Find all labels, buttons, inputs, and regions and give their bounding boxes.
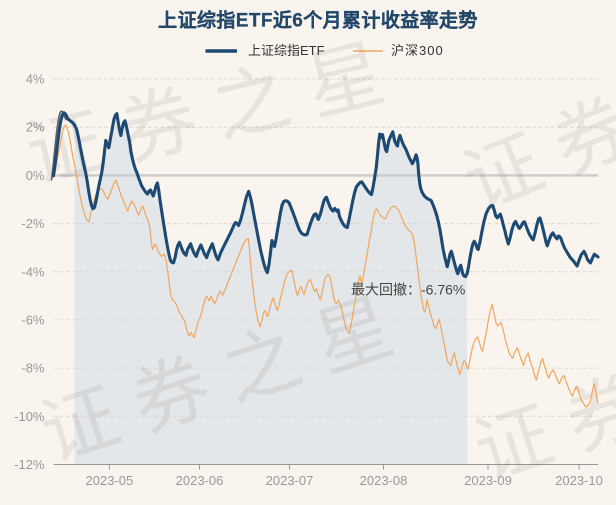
svg-text:2023-05: 2023-05 [86, 473, 134, 488]
svg-text:0%: 0% [26, 168, 45, 183]
svg-text:-12%: -12% [14, 457, 45, 472]
svg-text:最大回撤：-6.76%: 最大回撤：-6.76% [351, 282, 465, 298]
svg-text:2023-06: 2023-06 [176, 473, 224, 488]
svg-text:上证综指ETF: 上证综指ETF [248, 43, 325, 58]
svg-text:2023-08: 2023-08 [360, 473, 408, 488]
svg-text:2%: 2% [26, 120, 45, 135]
svg-text:2023-10: 2023-10 [555, 473, 603, 488]
svg-text:-2%: -2% [21, 216, 45, 231]
svg-text:上证综指ETF近6个月累计收益率走势: 上证综指ETF近6个月累计收益率走势 [158, 9, 478, 32]
svg-text:-4%: -4% [21, 264, 45, 279]
svg-text:-6%: -6% [21, 312, 45, 327]
svg-text:2023-09: 2023-09 [464, 473, 512, 488]
svg-text:2023-07: 2023-07 [266, 473, 314, 488]
svg-text:-8%: -8% [21, 361, 45, 376]
svg-text:沪深300: 沪深300 [391, 43, 444, 58]
svg-text:-10%: -10% [14, 409, 45, 424]
svg-text:4%: 4% [26, 72, 45, 87]
